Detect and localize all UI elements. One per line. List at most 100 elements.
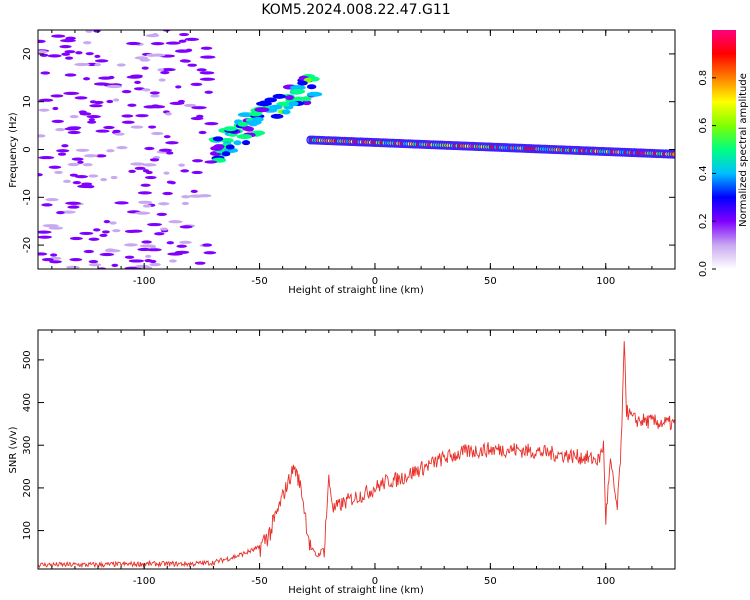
heatmap-cell — [191, 106, 207, 110]
snr-y-axis-label: SNR (v/v) — [8, 426, 19, 473]
snr-frame — [37, 329, 676, 570]
heatmap-cell — [169, 181, 176, 185]
heatmap-cell — [74, 96, 88, 100]
heatmap-cell — [88, 118, 95, 122]
heatmap-cell — [181, 201, 189, 206]
heatmap-cell — [179, 240, 192, 244]
colorbar-ticks: 0.0 0.2 0.4 0.6 0.8 — [698, 70, 716, 277]
heatmap-cell — [138, 200, 153, 204]
heatmap-cell — [72, 181, 82, 185]
heatmap-cell — [65, 56, 74, 60]
heatmap-cell — [109, 221, 117, 225]
heatmap-cell — [237, 121, 249, 127]
heatmap-cell — [124, 243, 138, 247]
heatmap-cell — [306, 91, 323, 97]
heatmap-cell — [101, 230, 110, 234]
heatmap-cell — [121, 89, 132, 94]
snr-y-tick-label: 400 — [22, 393, 33, 412]
heatmap-cell — [149, 158, 160, 162]
heatmap-cell — [149, 91, 160, 95]
snr-x-tick-label: 0 — [372, 576, 378, 587]
heatmap-cell — [221, 151, 231, 157]
heatmap-cell — [192, 159, 204, 163]
heatmap-cell — [38, 108, 50, 112]
heatmap-cell — [113, 98, 120, 102]
heatmap-cell — [160, 227, 169, 231]
heatmap-cell — [151, 53, 166, 57]
heatmap-cell — [166, 151, 174, 155]
heatmap-cell — [134, 264, 150, 268]
heatmap-cell — [233, 140, 242, 146]
heatmap-cell — [74, 175, 88, 179]
heatmap-cell — [175, 49, 189, 53]
snr-y-tick-label: 300 — [22, 436, 33, 455]
heatmap-cell — [181, 59, 191, 63]
heatmap-cell — [165, 141, 179, 145]
heatmap-cell — [128, 169, 136, 173]
heatmap-cell — [200, 55, 216, 59]
heatmap-cell — [86, 115, 101, 119]
heatmap-cell — [47, 54, 62, 58]
snr-x-tick-label: 100 — [596, 576, 615, 587]
colorbar-tick-label: 0.2 — [698, 213, 709, 229]
heatmap-cell — [140, 183, 151, 187]
heatmap-cell — [169, 101, 185, 105]
heatmap-y-tick-label: -20 — [22, 237, 33, 253]
heatmap-cell — [112, 229, 121, 233]
heatmap-cell — [67, 130, 81, 135]
heatmap-cell — [151, 131, 164, 136]
heatmap-cell — [134, 211, 151, 215]
heatmap-cell — [160, 67, 176, 72]
heatmap-cell — [95, 154, 107, 158]
heatmap-cell — [176, 244, 188, 248]
heatmap-cell — [187, 63, 197, 67]
snr-plot-area — [38, 330, 675, 569]
heatmap-cell — [52, 106, 59, 111]
heatmap-cell — [74, 62, 90, 67]
heatmap-cell — [38, 50, 48, 54]
heatmap-cell — [69, 173, 78, 177]
heatmap-cell — [38, 39, 46, 43]
heatmap-cell — [302, 100, 312, 106]
heatmap-cell — [272, 93, 286, 99]
snr-panel: -100 -50 0 50 100 100 200 300 400 500 Height of s… — [8, 329, 676, 596]
heatmap-cell — [178, 32, 190, 37]
heatmap-cell — [64, 73, 77, 77]
heatmap-cell — [142, 204, 152, 208]
heatmap-cell — [236, 134, 252, 140]
heatmap-cell — [141, 66, 149, 70]
heatmap-cell — [51, 119, 64, 123]
heatmap-y-tick-label: 10 — [22, 95, 33, 108]
heatmap-cell — [42, 224, 59, 228]
heatmap-cell — [38, 235, 52, 239]
heatmap-cell — [51, 34, 66, 38]
heatmap-cell — [38, 155, 55, 160]
heatmap-cell — [148, 125, 157, 129]
snr-x-tick-label: -100 — [133, 576, 156, 587]
heatmap-cell — [270, 113, 284, 119]
heatmap-cell — [158, 78, 166, 82]
colorbar-tick-label: 0.6 — [698, 118, 709, 134]
heatmap-cell — [50, 253, 58, 257]
heatmap-cell — [163, 135, 171, 139]
heatmap-cell — [165, 112, 172, 116]
heatmap-cell — [38, 173, 43, 177]
heatmap-cell — [88, 237, 100, 241]
heatmap-cell — [194, 261, 206, 265]
heatmap-cell — [121, 114, 134, 118]
heatmap-cell — [154, 232, 165, 236]
heatmap-cell — [199, 71, 215, 75]
heatmap-cell — [135, 114, 149, 118]
heatmap-cell — [67, 126, 82, 130]
heatmap-cell — [75, 148, 90, 152]
heatmap-cell — [48, 165, 62, 169]
heatmap-cell — [112, 129, 121, 133]
heatmap-cell — [150, 94, 160, 98]
heatmap-cell — [126, 75, 143, 79]
snr-y-tick-label: 500 — [22, 350, 33, 369]
heatmap-cell — [165, 41, 181, 45]
heatmap-x-tick-label: 50 — [484, 276, 497, 287]
heatmap-x-tick-label: 100 — [596, 276, 615, 287]
heatmap-cell — [110, 175, 118, 180]
